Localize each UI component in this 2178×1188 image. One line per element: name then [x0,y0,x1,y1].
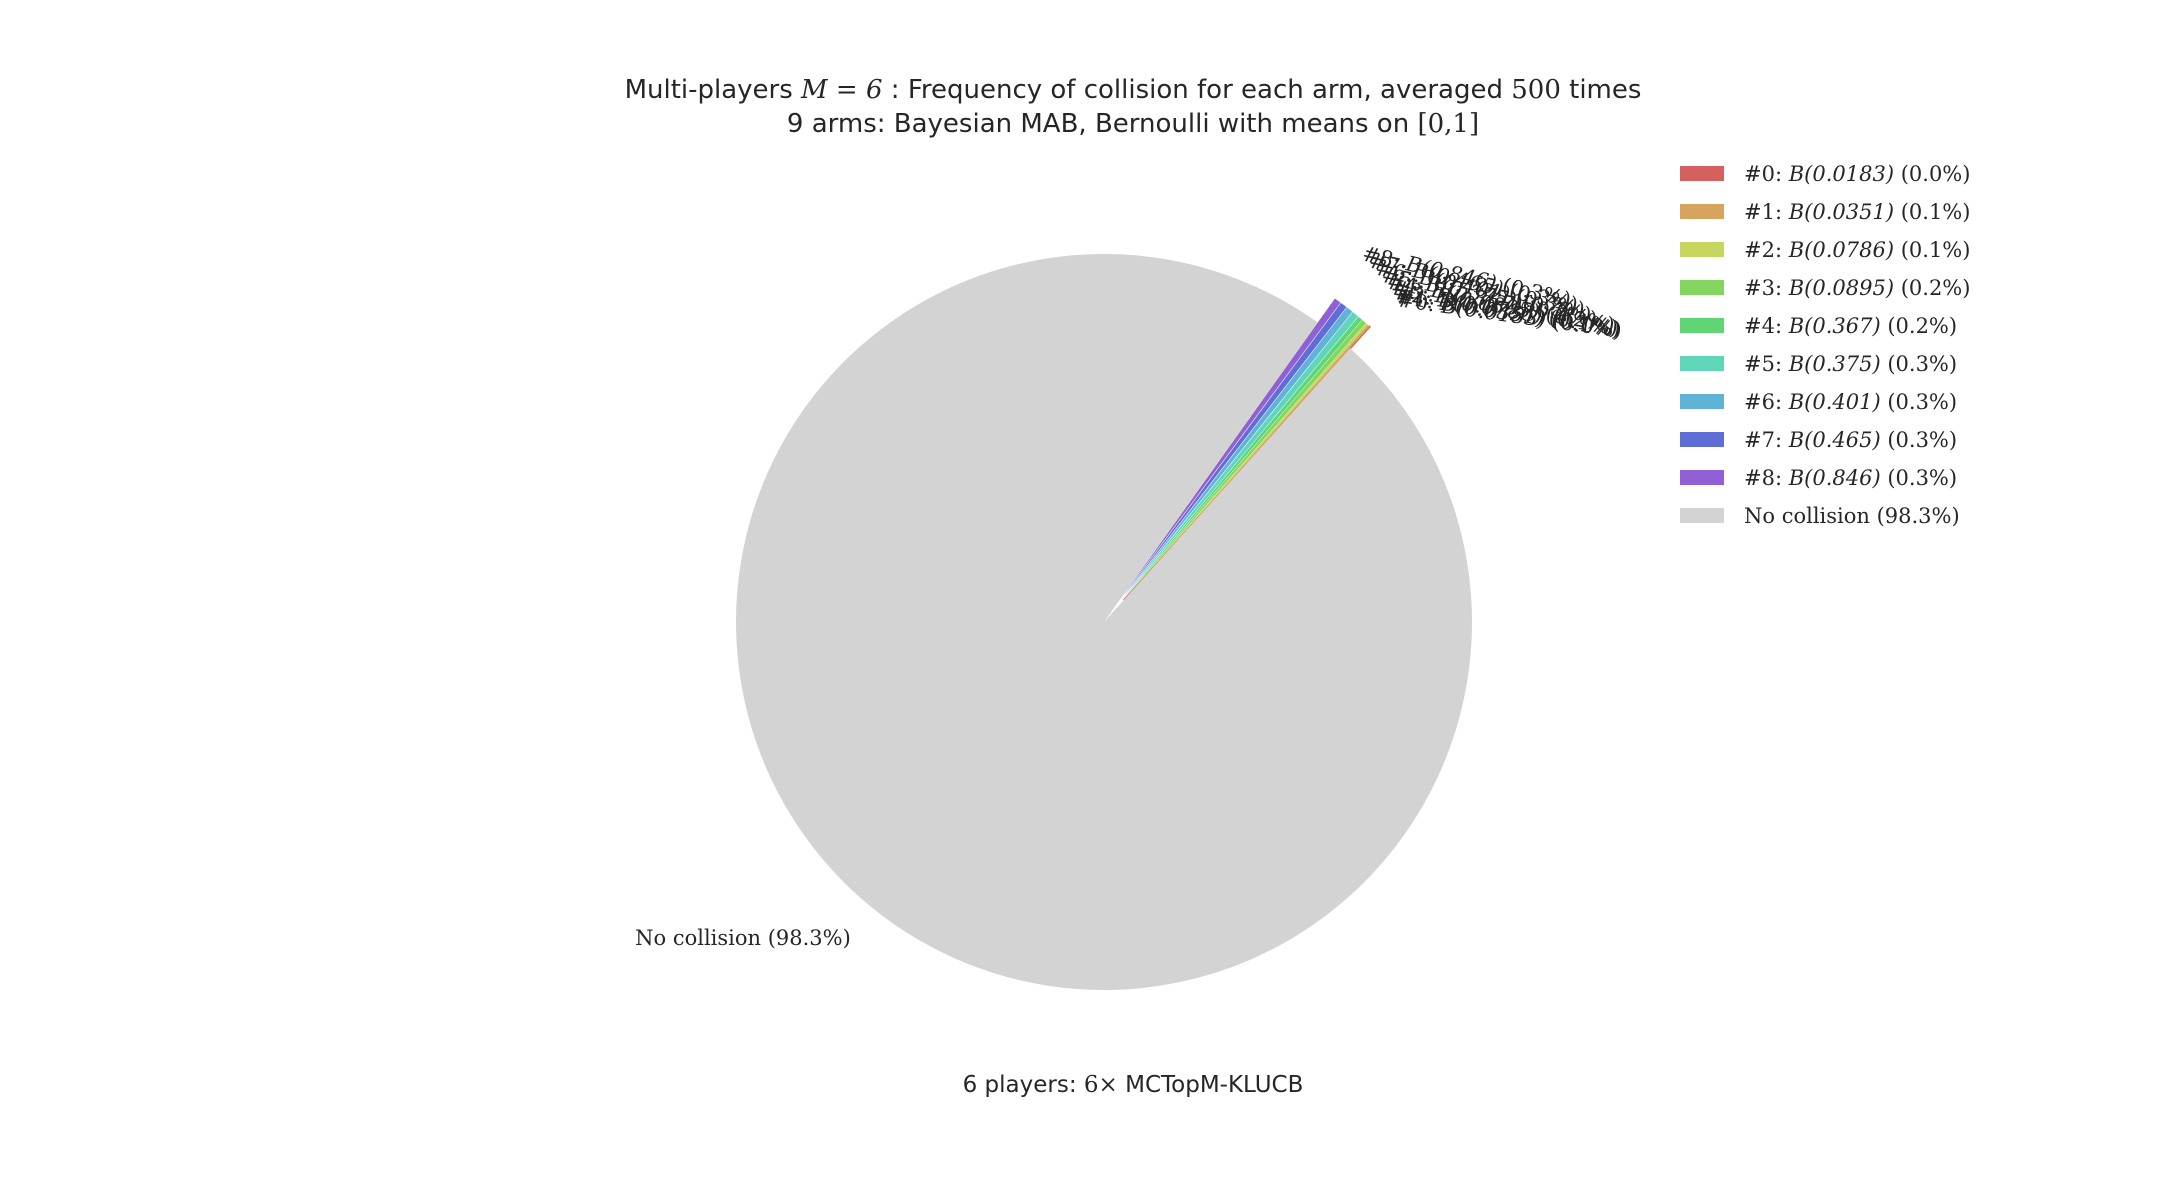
pie-slice-7 [1121,302,1347,599]
legend-entry-5: #5: B(0.375) (0.3%) [1744,352,1957,376]
legend-entry-6: #6: B(0.401) (0.3%) [1744,390,1957,414]
legend-swatch-1 [1680,204,1724,219]
legend-entry-3: #3: B(0.0895) (0.2%) [1744,276,1970,300]
legend-swatch-3 [1680,280,1724,295]
legend-entry-8: #8: B(0.846) (0.3%) [1744,466,1957,490]
legend-swatch-9 [1680,508,1724,523]
legend-entry-1: #1: B(0.0351) (0.1%) [1744,200,1970,224]
legend: #0: B(0.0183) (0.0%) #1: B(0.0351) (0.1%)… [1680,162,1970,528]
pie-slice-8 [1121,298,1341,599]
legend-swatch-5 [1680,356,1724,371]
legend-swatch-4 [1680,318,1724,333]
chart-title-line1: Multi-players M = 6 : Frequency of colli… [625,75,1642,105]
pie-slice-6 [1122,307,1353,599]
legend-swatch-6 [1680,394,1724,409]
pie-slice-4 [1122,316,1363,600]
legend-swatch-2 [1680,242,1724,257]
legend-entry-2: #2: B(0.0786) (0.1%) [1744,238,1970,262]
chart-title: Multi-players M = 6 : Frequency of colli… [625,75,1642,139]
pie-slice-5 [1122,312,1359,600]
legend-swatch-7 [1680,432,1724,447]
legend-entry-0: #0: B(0.0183) (0.0%) [1744,162,1970,186]
legend-entry-4: #4: B(0.367) (0.2%) [1744,314,1957,338]
chart-title-line2: 9 arms: Bayesian MAB, Bernoulli with mea… [787,109,1479,139]
legend-swatch-0 [1680,166,1724,181]
pie-slice-1 [1123,324,1370,601]
legend-entry-9: No collision (98.3%) [1744,504,1960,528]
legend-swatch-8 [1680,470,1724,485]
pie-slice-2 [1123,323,1368,600]
pie-slice-9 [736,254,1473,991]
pie-slice-label-9: No collision (98.3%) [635,926,851,950]
legend-entry-7: #7: B(0.465) (0.3%) [1744,428,1957,452]
pie-slices [736,254,1473,991]
pie-slice-3 [1123,319,1366,600]
x-axis-label: 6 players: 6× MCTopM-KLUCB [963,1072,1304,1098]
